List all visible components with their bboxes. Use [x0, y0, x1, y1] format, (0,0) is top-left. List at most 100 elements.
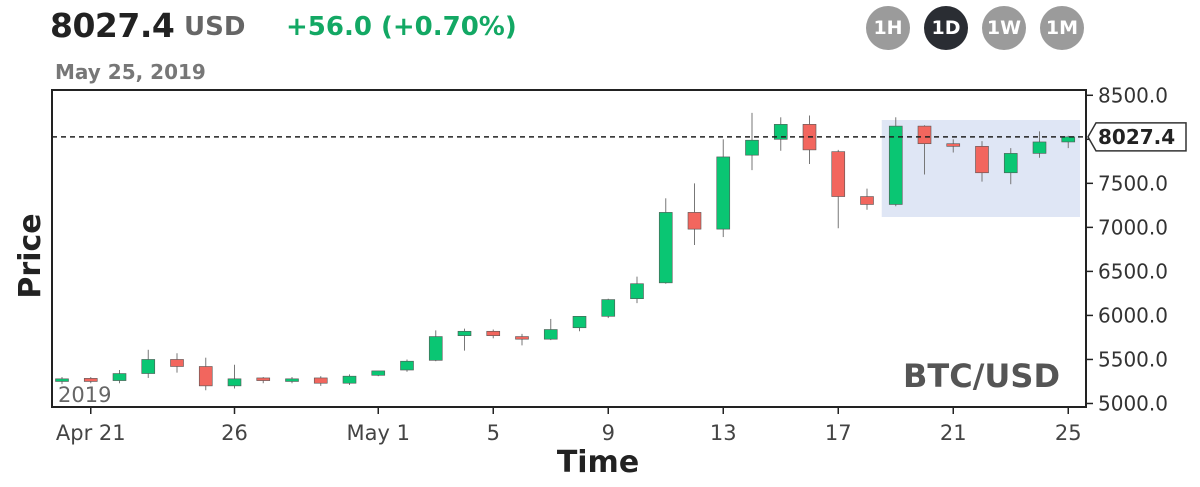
candle [773, 117, 788, 151]
candle-body-up [658, 212, 673, 284]
x-tick-label: May 1 [347, 421, 410, 445]
candle-body-down [486, 330, 501, 336]
candle-body-up [1032, 141, 1047, 154]
candle-body-up [888, 125, 903, 205]
candle [572, 316, 587, 332]
candle-body-up [457, 330, 472, 336]
candle-body-up [773, 124, 788, 140]
candle-body-up [601, 299, 616, 317]
timeframe-1w-button[interactable]: 1W [982, 6, 1026, 50]
x-tick-label: 26 [221, 421, 248, 445]
y-axis-title: Price [13, 213, 48, 298]
candle [256, 377, 271, 384]
x-tick-label: 21 [940, 421, 967, 445]
candle [83, 377, 98, 384]
candle-body-down [313, 377, 328, 384]
x-axis-title: Time [557, 445, 639, 480]
symbol-watermark: BTC/USD [903, 357, 1060, 395]
y-tick-label: 7500.0 [1098, 171, 1168, 195]
x-tick-label: 25 [1055, 421, 1082, 445]
last-price-tag: 8027.4 [1087, 122, 1187, 152]
x-tick-label: 13 [710, 421, 737, 445]
candle [745, 112, 759, 171]
candle [687, 183, 702, 245]
candle-body-up [141, 359, 156, 374]
candle-body-down [975, 146, 989, 174]
currency-label: USD [184, 12, 246, 42]
candle-body-up [112, 373, 127, 381]
candle [198, 357, 213, 391]
x-tick-label: Apr 21 [56, 421, 126, 445]
timeframe-1d-button[interactable]: 1D [924, 6, 968, 50]
x-tick-label: 9 [602, 421, 615, 445]
candle [486, 329, 501, 339]
timeframe-1m-button[interactable]: 1M [1040, 6, 1084, 50]
last-price-tag-box [1087, 122, 1187, 152]
y-tick-label: 5000.0 [1098, 391, 1168, 415]
y-tick-label: 6500.0 [1098, 259, 1168, 283]
candle-body-down [946, 143, 961, 147]
selected-date: May 25, 2019 [55, 60, 206, 84]
candle [285, 377, 299, 384]
candle [170, 353, 184, 373]
candle-body-up [428, 336, 443, 361]
y-tick-label: 6000.0 [1098, 303, 1168, 327]
candle-body-down [515, 336, 529, 340]
candle-body-up [400, 360, 414, 371]
year-label: 2019 [58, 383, 111, 407]
candle [227, 364, 242, 389]
candle [975, 141, 989, 182]
candle-body-down [256, 377, 271, 381]
candle [313, 376, 328, 386]
candle-body-up [342, 375, 357, 384]
price-change: +56.0 (+0.70%) [286, 12, 517, 42]
candle-body-up [630, 283, 644, 299]
candle [1003, 148, 1018, 185]
candle [831, 149, 846, 229]
candle-body-up [1061, 136, 1076, 143]
current-price: 8027.4 [50, 6, 175, 45]
candle-body-down [831, 151, 846, 197]
candle [860, 188, 874, 210]
candle [1061, 135, 1076, 149]
candle [630, 276, 644, 304]
candle [946, 139, 961, 153]
candle [400, 359, 414, 372]
candle-body-up [716, 156, 731, 230]
candle-body-up [227, 378, 242, 387]
candle [601, 298, 616, 319]
candle [716, 139, 731, 238]
candle-body-up [55, 378, 69, 382]
x-tick-label: 17 [825, 421, 852, 445]
candle-body-down [917, 125, 932, 145]
candle-body-down [170, 359, 184, 367]
candle-body-down [687, 212, 702, 230]
candle [658, 198, 673, 284]
x-axis: Apr 21 26 May 1 5 9 13 17 21 25 [56, 407, 1082, 445]
candle-body-up [572, 316, 587, 329]
candle [112, 370, 127, 384]
timeframe-1h-button[interactable]: 1H [866, 6, 910, 50]
candle [55, 377, 69, 385]
candle [515, 333, 529, 346]
candle-body-up [745, 139, 759, 156]
y-tick-label: 8500.0 [1098, 83, 1168, 107]
candle [1032, 131, 1047, 158]
candle-body-up [285, 378, 299, 382]
candle [428, 330, 443, 362]
x-tick-label: 5 [487, 421, 500, 445]
candle-body-up [1003, 153, 1018, 174]
candle-body-up [543, 329, 558, 340]
candle [141, 349, 156, 378]
candle-body-down [860, 196, 874, 205]
candle [802, 115, 817, 164]
candle-body-down [198, 366, 213, 387]
y-tick-label: 5500.0 [1098, 347, 1168, 371]
candle-body-down [83, 378, 98, 382]
candle [543, 318, 558, 341]
last-price-tag-label: 8027.4 [1098, 125, 1175, 149]
candle [342, 374, 357, 385]
candle [457, 328, 472, 351]
candle [917, 125, 932, 175]
